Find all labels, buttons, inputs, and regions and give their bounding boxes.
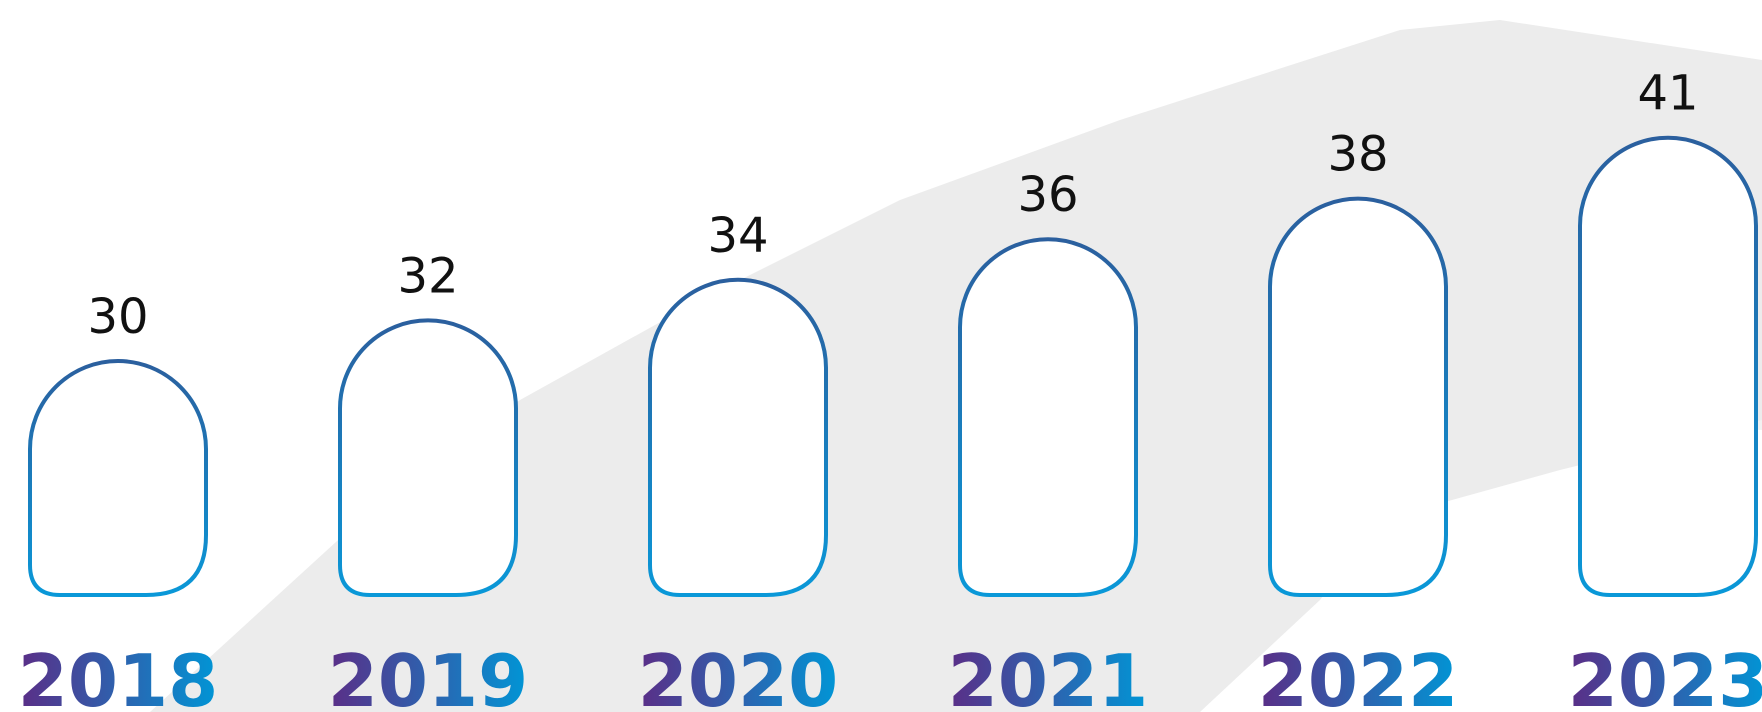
value-label-2020: 34 [707, 208, 768, 264]
bar-2023 [1578, 135, 1758, 597]
bar-2019 [338, 318, 518, 597]
bar-2018 [28, 359, 208, 597]
value-label-2022: 38 [1327, 127, 1388, 183]
value-labels-group: 30 32 34 36 38 41 [87, 66, 1698, 345]
bar-2021 [958, 237, 1138, 597]
category-label-2022: 2022 [1258, 639, 1458, 712]
value-label-2021: 36 [1017, 167, 1078, 223]
category-label-2018: 2018 [18, 639, 218, 712]
year-labels-group: 2018 2019 2020 2021 2022 2023 [18, 639, 1762, 712]
value-label-2018: 30 [87, 289, 148, 345]
category-label-2020: 2020 [638, 639, 838, 712]
category-label-2021: 2021 [948, 639, 1148, 712]
bar-2020 [648, 277, 828, 597]
category-label-2019: 2019 [328, 639, 528, 712]
category-label-2023: 2023 [1568, 639, 1762, 712]
value-label-2019: 32 [397, 248, 458, 304]
value-label-2023: 41 [1637, 66, 1698, 122]
bar-2022 [1268, 196, 1448, 597]
bars-group [28, 135, 1758, 597]
